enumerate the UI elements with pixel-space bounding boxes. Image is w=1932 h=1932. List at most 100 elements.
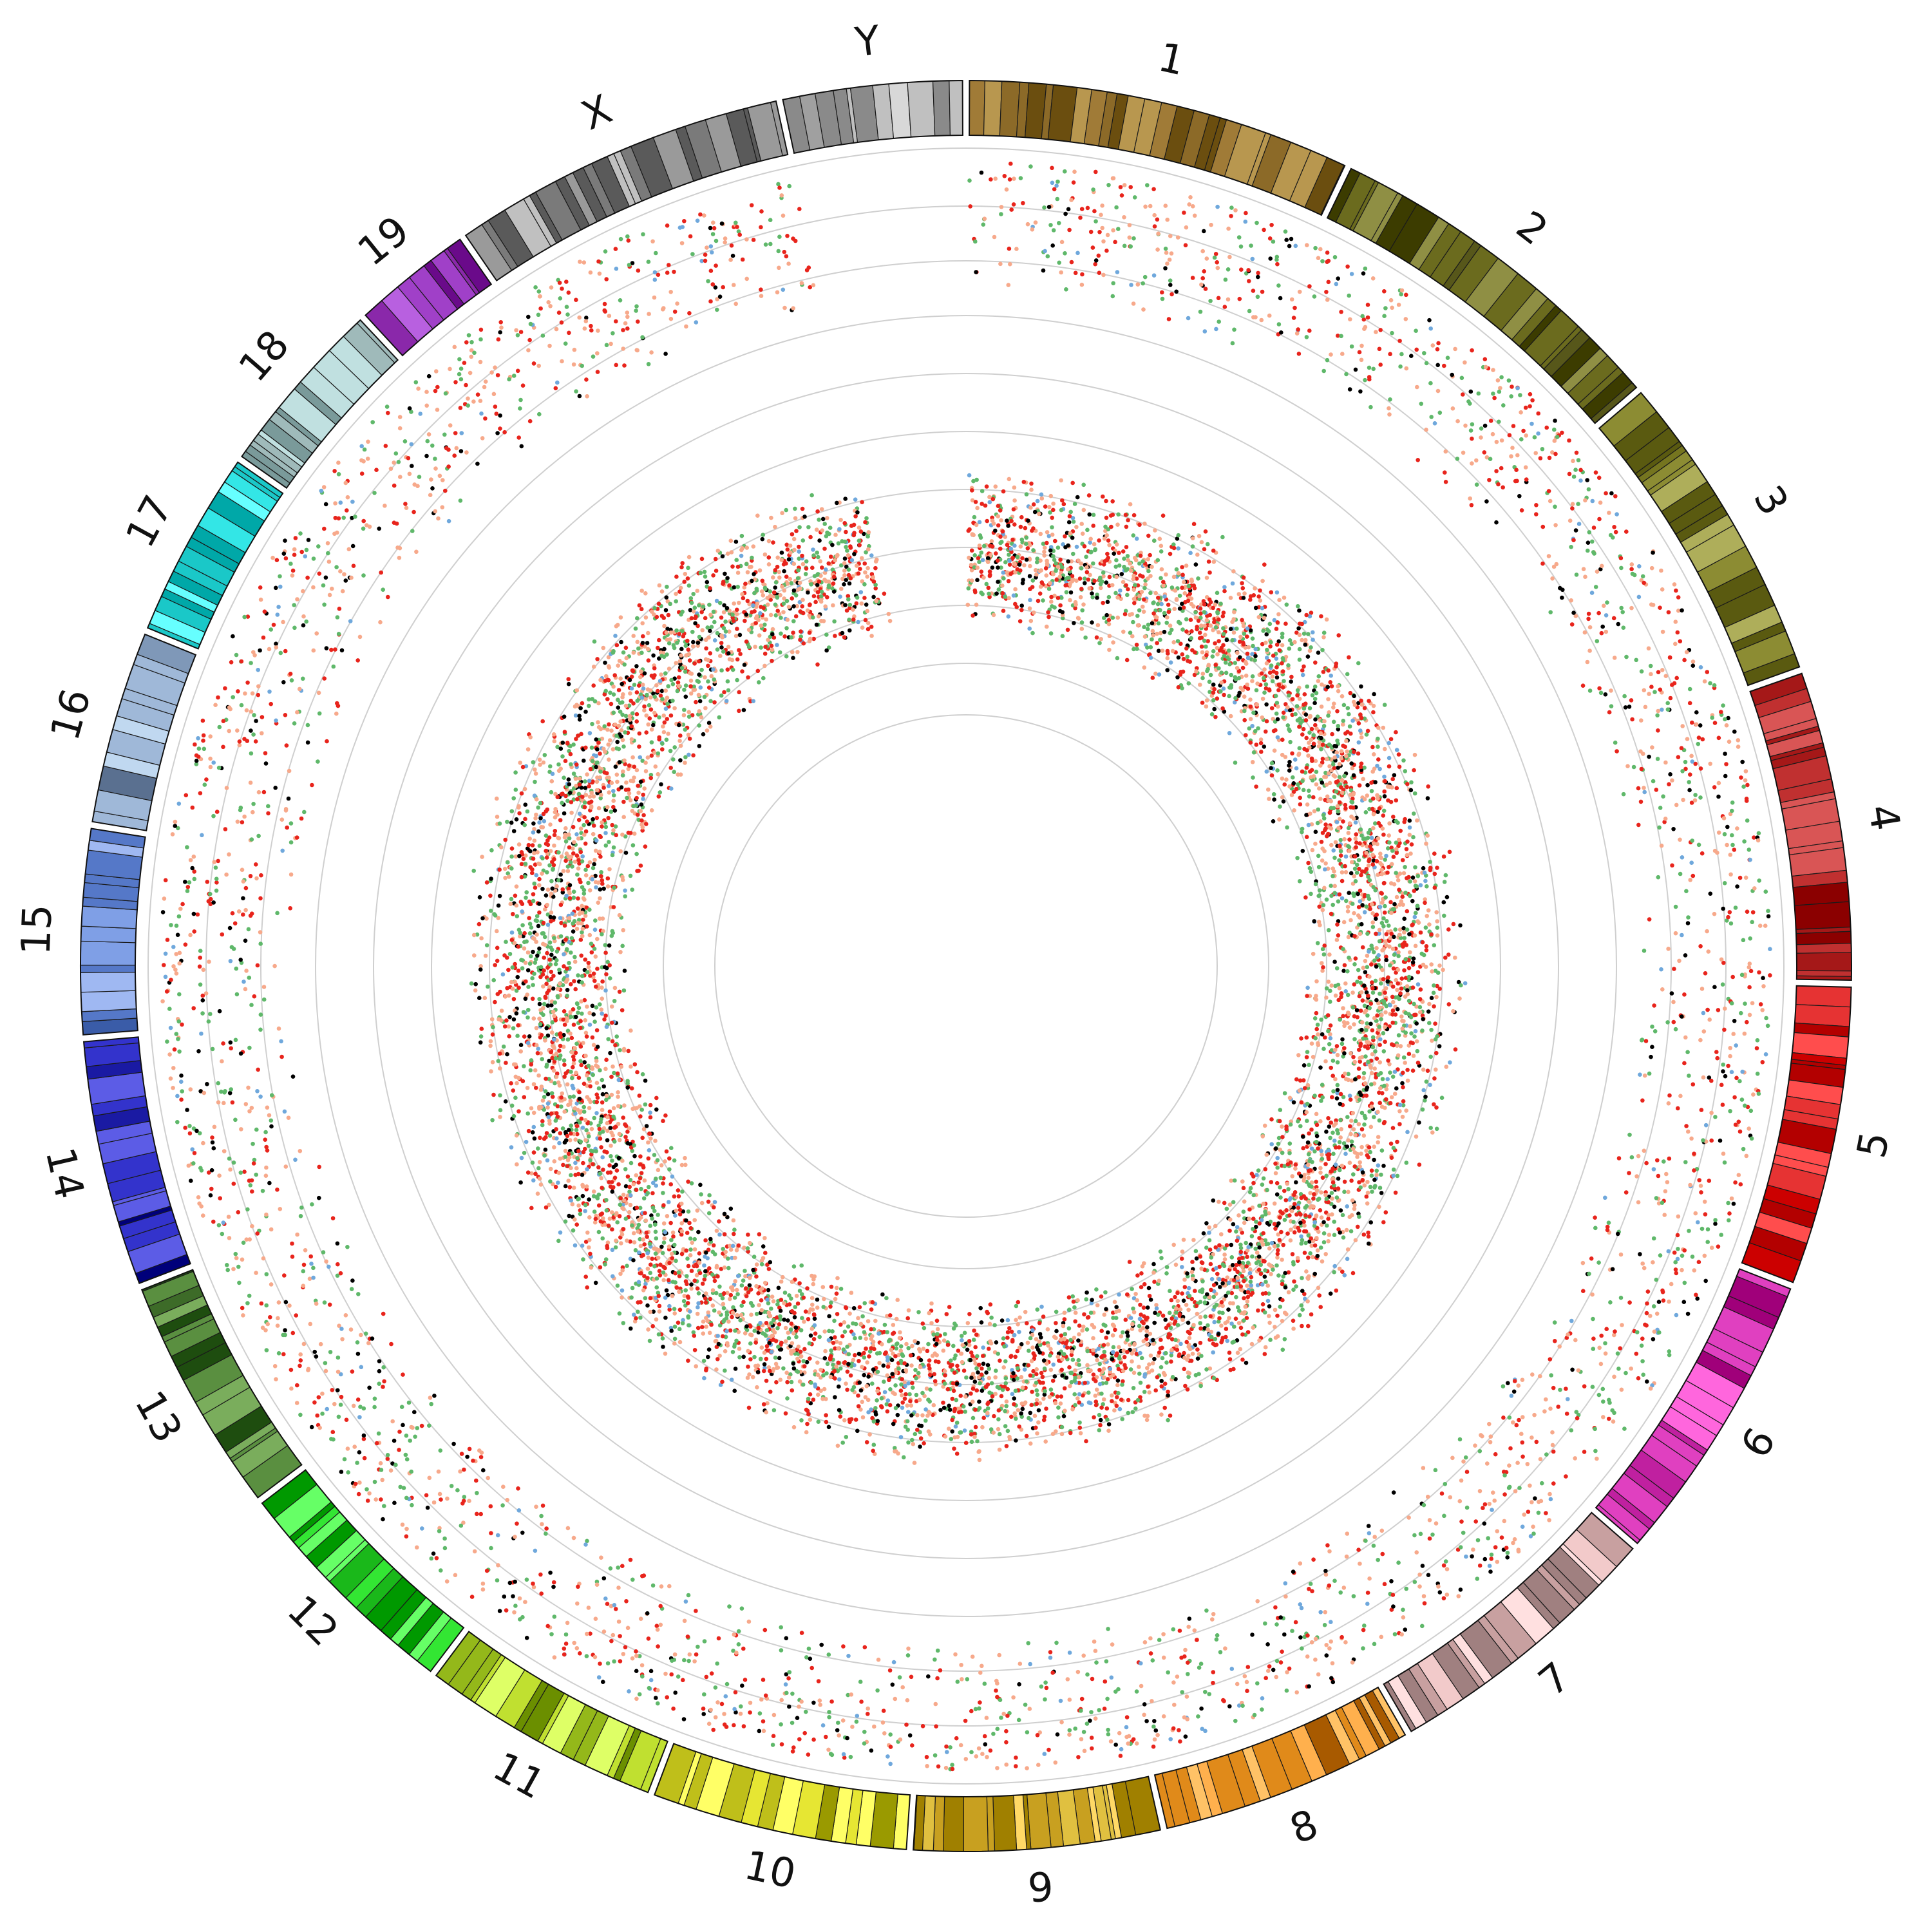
outer-point (1387, 406, 1391, 411)
outer-point (1353, 367, 1358, 372)
inner-point (996, 514, 1000, 518)
outer-point (357, 1480, 362, 1485)
inner-point (1051, 554, 1056, 558)
outer-point (1581, 1289, 1586, 1293)
outer-point (1073, 270, 1078, 276)
inner-point (1242, 708, 1247, 714)
outer-point (1750, 910, 1756, 914)
outer-point (1106, 183, 1111, 187)
outer-point (478, 1455, 484, 1459)
inner-point (1148, 553, 1152, 558)
outer-point (630, 1656, 635, 1661)
outer-point (557, 280, 562, 285)
outer-point (1105, 232, 1110, 238)
inner-point (1289, 679, 1293, 684)
inner-point (1068, 531, 1073, 536)
inner-point (1106, 621, 1112, 627)
inner-point (1196, 618, 1201, 623)
inner-point (1240, 586, 1245, 591)
outer-point (516, 1508, 522, 1513)
inner-point (1158, 608, 1162, 612)
inner-point (1296, 626, 1301, 630)
outer-point (237, 1280, 242, 1285)
inner-point (1051, 501, 1056, 506)
outer-point (418, 412, 422, 416)
outer-point (258, 597, 263, 602)
outer-point (1227, 1704, 1232, 1709)
outer-point (1615, 512, 1619, 516)
outer-point (784, 1690, 789, 1696)
inner-point (1226, 649, 1231, 653)
outer-point (925, 1764, 929, 1768)
outer-point (1680, 855, 1685, 860)
outer-point (176, 914, 182, 919)
outer-point (1456, 1594, 1461, 1598)
outer-point (265, 1321, 270, 1327)
inner-point (1264, 702, 1269, 707)
outer-point (785, 234, 790, 238)
outer-point (982, 1734, 987, 1739)
inner-point (1313, 660, 1318, 665)
outer-point (909, 1674, 914, 1680)
outer-point (200, 998, 205, 1003)
outer-point (559, 320, 564, 325)
inner-point (1309, 645, 1313, 650)
outer-point (547, 343, 552, 348)
outer-point (1534, 1439, 1539, 1444)
outer-point (404, 1534, 409, 1539)
outer-point (733, 1690, 738, 1695)
inner-point (1048, 510, 1052, 515)
inner-point (1038, 531, 1043, 536)
inner-point (1079, 587, 1084, 591)
outer-point (174, 1032, 179, 1036)
outer-point (1540, 447, 1545, 451)
inner-point (1042, 553, 1046, 558)
outer-point (583, 1542, 588, 1547)
outer-point (1320, 259, 1325, 263)
outer-point (1495, 1559, 1500, 1564)
outer-point (1692, 1151, 1696, 1156)
outer-point (1607, 1416, 1611, 1421)
outer-point (498, 413, 502, 418)
outer-point (708, 299, 713, 304)
outer-point (1017, 1682, 1021, 1687)
inner-point (1048, 631, 1054, 636)
outer-point (793, 238, 798, 243)
outer-point (404, 1495, 409, 1501)
outer-point (1698, 944, 1703, 949)
inner-point (1264, 686, 1269, 691)
outer-point (254, 1271, 258, 1275)
outer-point (163, 951, 168, 956)
outer-point (1734, 1075, 1739, 1081)
outer-point (1546, 489, 1551, 493)
inner-point (1044, 573, 1049, 578)
outer-point (583, 319, 589, 324)
inner-point (1200, 650, 1205, 655)
outer-point (1215, 1633, 1220, 1638)
outer-point (255, 1089, 260, 1094)
inner-point (996, 580, 1000, 584)
inner-point (1291, 775, 1295, 780)
inner-point (1033, 568, 1038, 573)
outer-point (459, 366, 464, 371)
inner-point (1191, 522, 1197, 526)
outer-point (1693, 793, 1698, 797)
outer-point (1698, 1037, 1703, 1043)
outer-point (1742, 839, 1747, 844)
outer-point (228, 706, 233, 712)
outer-point (254, 1127, 259, 1132)
outer-point (1198, 1662, 1204, 1666)
inner-point (1027, 606, 1032, 611)
inner-point (1006, 524, 1010, 528)
outer-point (1271, 239, 1276, 244)
outer-point (247, 1045, 252, 1050)
outer-point (1391, 1490, 1396, 1495)
outer-point (1097, 1708, 1101, 1712)
outer-point (1169, 251, 1174, 256)
inner-point (1134, 576, 1139, 581)
outer-point (295, 710, 299, 715)
outer-point (539, 1513, 544, 1519)
inner-point (975, 506, 980, 511)
inner-point (1048, 548, 1053, 553)
outer-point (1520, 1524, 1525, 1529)
